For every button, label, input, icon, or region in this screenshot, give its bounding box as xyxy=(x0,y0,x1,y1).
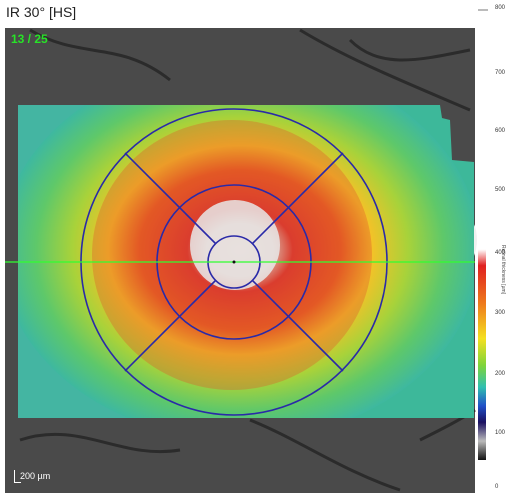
colorbar-unit-label: Retinal thickness [µm] xyxy=(500,245,506,295)
scale-bar-icon xyxy=(14,470,21,483)
scale-bar-label: 200 µm xyxy=(20,471,51,481)
retinal-vessels xyxy=(19,28,476,492)
frame-counter: 13 / 25 xyxy=(11,32,48,46)
colorbar-tick: 300 xyxy=(495,310,506,316)
colorbar-tick: 800 xyxy=(495,5,506,11)
scan-title: IR 30° [HS] xyxy=(6,4,77,20)
fovea-center-icon xyxy=(232,260,236,264)
colorbar-tick: 100 xyxy=(495,430,506,436)
colorbar-tick: 500 xyxy=(495,187,506,193)
colorbar-tick: 400 xyxy=(495,250,506,256)
colorbar-tick: 700 xyxy=(495,70,506,76)
thickness-colorbar xyxy=(478,190,486,460)
colorbar-tick: 0 xyxy=(495,484,499,490)
thickness-map xyxy=(18,105,474,418)
colorbar-tick: 600 xyxy=(495,128,506,134)
colorbar-tick: 200 xyxy=(495,371,506,377)
